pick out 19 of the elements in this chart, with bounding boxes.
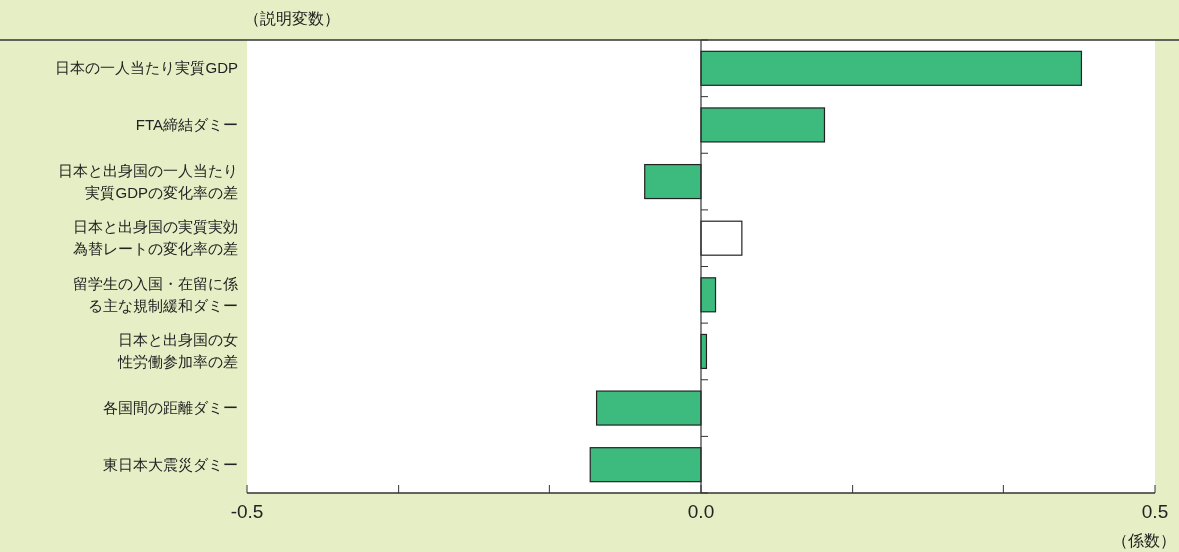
y-tick-label: 各国間の距離ダミー <box>103 399 238 417</box>
bar <box>700 107 826 143</box>
bar <box>595 390 702 426</box>
y-tick-label: 日本と出身国の女性労働参加率の差 <box>117 331 238 371</box>
y-tick-label: FTA締結ダミー <box>135 115 238 133</box>
x-tick-label: 0.5 <box>1141 501 1169 522</box>
bar <box>700 220 743 256</box>
y-tick-label: 日本と出身国の実質実効為替レートの変化率の差 <box>73 218 238 258</box>
y-tick-label: 留学生の入国・在留に係る主な規制緩和ダミー <box>73 274 238 314</box>
x-tick-label: 0.0 <box>687 501 715 522</box>
x-tick-label: -0.5 <box>230 501 264 522</box>
bar <box>700 50 1083 86</box>
x-axis-title: （係数） <box>1112 532 1176 549</box>
y-axis-title: （説明変数） <box>244 10 340 27</box>
bar <box>589 447 702 483</box>
y-tick-label: 日本の一人当たり実質GDP <box>55 59 238 77</box>
y-tick-label: 東日本大震災ダミー <box>103 455 238 473</box>
bar <box>644 163 702 200</box>
y-tick-label: 日本と出身国の一人当たり実質GDPの変化率の差 <box>58 161 238 201</box>
